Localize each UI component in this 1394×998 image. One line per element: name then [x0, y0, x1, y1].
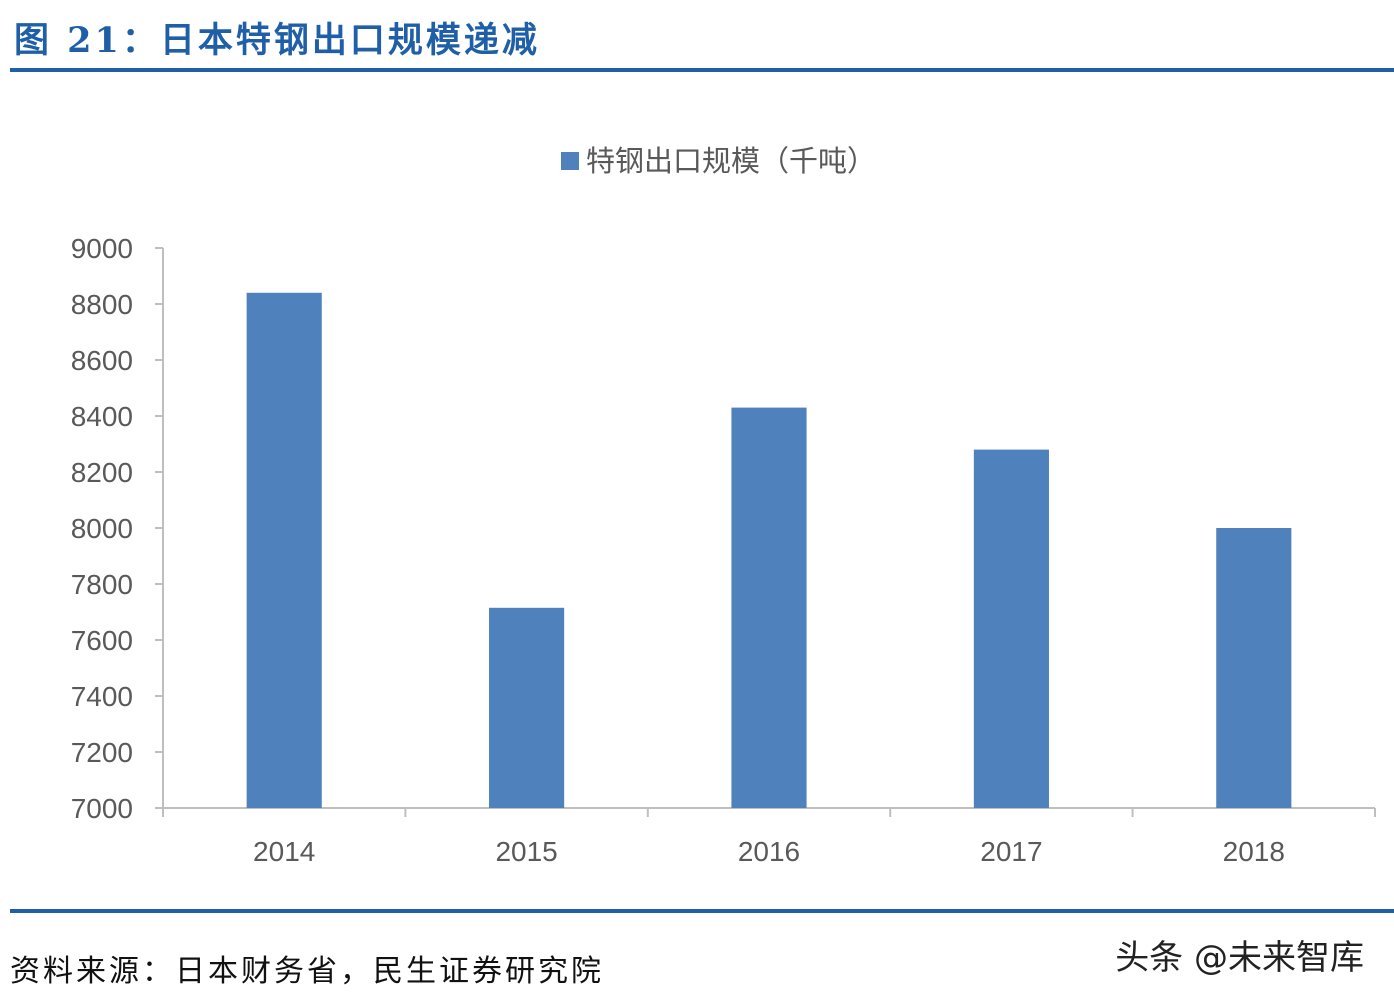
y-tick-label: 7000: [71, 793, 133, 824]
y-tick-label: 8200: [71, 457, 133, 488]
legend-swatch: [561, 152, 579, 170]
y-axis: 7000 7200 7400 7600 7800 8000 8200 8400 8600 8800…: [71, 233, 164, 824]
bar-chart: 特钢出口规模（千吨） 7000 7200 7400 7600 7800 8000 8200 8…: [71, 145, 1376, 867]
x-tick-label: 2014: [253, 836, 315, 867]
bar-2016: [731, 407, 807, 808]
x-tick-label: 2018: [1223, 836, 1285, 867]
legend-label: 特钢出口规模（千吨）: [586, 145, 876, 178]
source-note: 资料来源：日本财务省，民生证券研究院: [10, 954, 604, 989]
footer-rule: [10, 909, 1394, 913]
bar-2018: [1216, 528, 1292, 808]
y-tick-label: 7400: [71, 681, 133, 712]
title-rule: [10, 68, 1394, 72]
x-tick-label: 2015: [495, 836, 557, 867]
y-tick-label: 8600: [71, 345, 133, 376]
y-tick-label: 8400: [71, 401, 133, 432]
bar-2015: [489, 607, 565, 808]
watermark: 头条 @未来智库: [1115, 938, 1364, 978]
y-tick-label: 8000: [71, 513, 133, 544]
bars: [246, 292, 1292, 808]
y-tick-label: 8800: [71, 289, 133, 320]
x-tick-label: 2017: [980, 836, 1042, 867]
x-tick-label: 2016: [738, 836, 800, 867]
y-tick-label: 7200: [71, 737, 133, 768]
x-axis: 2014 2015 2016 2017 2018: [162, 807, 1376, 867]
bar-2014: [246, 292, 322, 808]
legend: 特钢出口规模（千吨）: [561, 145, 876, 178]
bar-2017: [973, 449, 1049, 808]
y-tick-label: 9000: [71, 233, 133, 264]
y-tick-label: 7600: [71, 625, 133, 656]
figure-title: 图 21：日本特钢出口规模递减: [14, 20, 540, 61]
y-tick-label: 7800: [71, 569, 133, 600]
